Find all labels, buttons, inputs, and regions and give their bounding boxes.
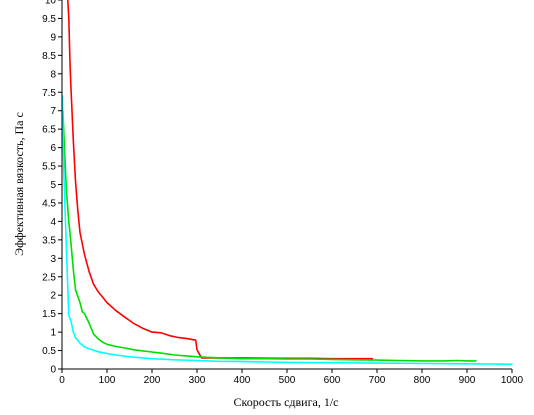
y-tick-label: 9 <box>50 32 56 43</box>
y-tick-label: 6.5 <box>42 125 56 136</box>
x-tick-label: 200 <box>144 375 161 386</box>
x-tick-label: 400 <box>234 375 251 386</box>
y-tick-label: 9.5 <box>42 14 56 25</box>
y-tick-label: 2 <box>50 291 56 302</box>
tick-labels: 0 100 200 300 400 500 600 700 800 900 1000 0 0.5 1 1.5… <box>42 0 523 386</box>
x-tick-label: 600 <box>324 375 341 386</box>
y-tick-label: 3.5 <box>42 235 56 246</box>
y-tick-label: 0 <box>50 365 56 376</box>
y-tick-label: 8 <box>50 69 56 80</box>
series-lines <box>61 0 513 366</box>
series-line-2 <box>62 109 477 362</box>
x-tick-label: 1000 <box>501 375 524 386</box>
y-tick-label: 2.5 <box>42 272 56 283</box>
axes <box>61 0 512 370</box>
y-tick-label: 5.5 <box>42 162 56 173</box>
series-line-3 <box>61 95 513 366</box>
x-tick-label: 300 <box>189 375 206 386</box>
x-tick-label: 100 <box>99 375 116 386</box>
tick-marks <box>58 0 513 373</box>
y-tick-label: 5 <box>50 180 56 191</box>
y-tick-label: 7.5 <box>42 88 56 99</box>
x-tick-label: 700 <box>369 375 386 386</box>
x-axis-title: Скорость сдвига, 1/с <box>234 395 339 409</box>
y-tick-label: 4 <box>50 217 56 228</box>
y-tick-label: 4.5 <box>42 198 56 209</box>
y-tick-label: 6 <box>50 143 56 154</box>
x-tick-label: 500 <box>279 375 296 386</box>
y-tick-label: 1.5 <box>42 309 56 320</box>
x-tick-label: 900 <box>459 375 476 386</box>
y-tick-label: 8.5 <box>42 51 56 62</box>
y-tick-label: 10 <box>45 0 57 7</box>
y-tick-label: 1 <box>50 328 56 339</box>
x-tick-label: 800 <box>414 375 431 386</box>
x-tick-label: 0 <box>59 375 65 386</box>
y-tick-label: 0.5 <box>42 346 56 357</box>
y-tick-label: 7 <box>50 106 56 117</box>
y-tick-label: 3 <box>50 254 56 265</box>
y-axis-title: Эффективная вязкость, Па с <box>12 112 26 256</box>
